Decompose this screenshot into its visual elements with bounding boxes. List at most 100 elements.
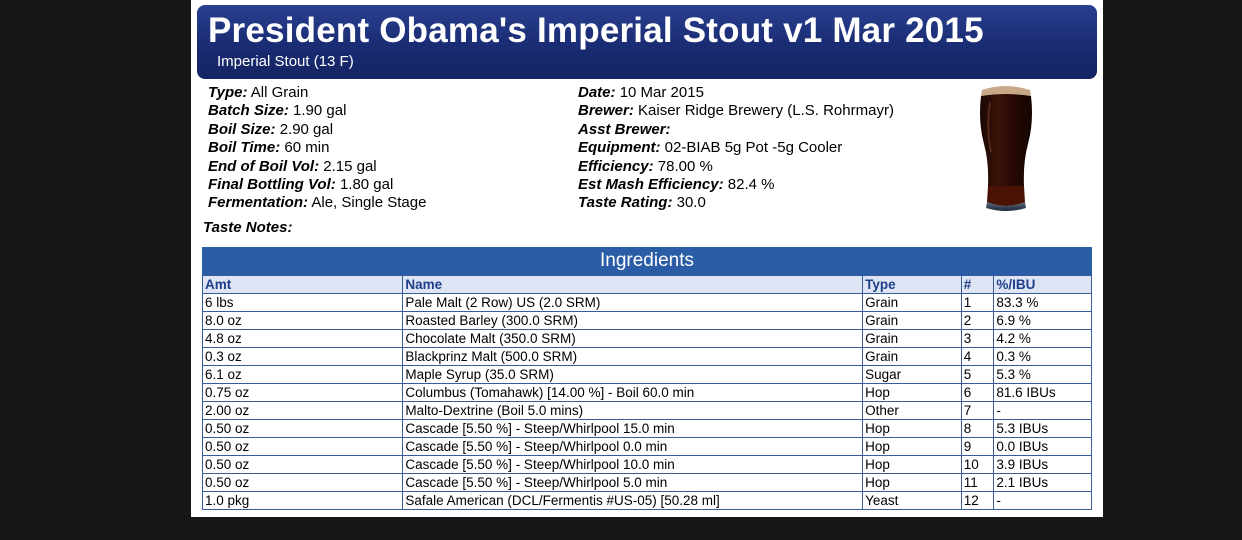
cell-amt: 0.50 oz [201, 473, 404, 492]
column-header-name: Name [402, 275, 864, 294]
cell-number: 1 [960, 293, 995, 312]
beer-glass-icon [980, 86, 1032, 211]
info-label: Date: [578, 84, 616, 101]
ingredients-title: Ingredients [202, 247, 1092, 275]
cell-amt: 0.50 oz [201, 419, 404, 438]
cell-type: Hop [862, 419, 962, 438]
table-row: 0.75 oz Columbus (Tomahawk) [14.00 %] - B… [201, 383, 1092, 402]
cell-type: Sugar [862, 365, 962, 384]
info-efficiency: Efficiency: 78.00 % [578, 158, 894, 176]
cell-type: Hop [862, 437, 962, 456]
cell-type: Hop [862, 473, 962, 492]
column-header-amt: Amt [201, 275, 404, 294]
info-label: Asst Brewer: [578, 120, 671, 138]
table-row: 0.50 oz Cascade [5.50 %] - Steep/Whirlpoo… [201, 455, 1092, 474]
info-label: Boil Time: [208, 139, 281, 157]
cell-name: Pale Malt (2 Row) US (2.0 SRM) [402, 293, 864, 312]
cell-name: Maple Syrup (35.0 SRM) [402, 365, 864, 384]
recipe-info-left: Type: All Grain Batch Size: 1.90 gal Boi… [208, 84, 426, 213]
info-label: Brewer: [578, 102, 634, 120]
info-boil-time: Boil Time: 60 min [208, 139, 426, 157]
info-value: 30.0 [676, 194, 706, 212]
cell-amt: 0.3 oz [201, 347, 404, 366]
recipe-header: President Obama's Imperial Stout v1 Mar … [197, 5, 1097, 79]
info-value: 78.00 % [657, 157, 713, 175]
column-header-number: # [960, 275, 995, 294]
table-row: 1.0 pkg Safale American (DCL/Fermentis #U… [201, 491, 1092, 510]
table-row: 6 lbs Pale Malt (2 Row) US (2.0 SRM) Grain… [201, 293, 1092, 312]
table-row: 0.50 oz Cascade [5.50 %] - Steep/Whirlpoo… [201, 437, 1092, 456]
cell-number: 2 [960, 311, 995, 330]
info-label: Type: [208, 84, 248, 101]
table-row: 0.50 oz Cascade [5.50 %] - Steep/Whirlpoo… [201, 473, 1092, 492]
cell-number: 9 [960, 437, 995, 456]
info-est-mash-efficiency: Est Mash Efficiency: 82.4 % [578, 176, 894, 194]
cell-amt: 0.50 oz [201, 455, 404, 474]
info-fermentation: Fermentation: Ale, Single Stage [208, 194, 426, 212]
cell-amt: 1.0 pkg [201, 491, 404, 510]
cell-ibu: 2.1 IBUs [993, 473, 1092, 492]
recipe-style: Imperial Stout (13 F) [217, 53, 354, 70]
cell-name: Safale American (DCL/Fermentis #US-05) [… [402, 491, 864, 510]
cell-type: Grain [862, 329, 962, 348]
table-header-row: Amt Name Type # %/IBU [201, 275, 1092, 294]
table-row: 4.8 oz Chocolate Malt (350.0 SRM) Grain 3 4.… [201, 329, 1092, 348]
cell-name: Cascade [5.50 %] - Steep/Whirlpool 5.0 m… [402, 473, 864, 492]
info-value: 60 min [284, 139, 330, 157]
cell-number: 11 [960, 473, 995, 492]
cell-name: Blackprinz Malt (500.0 SRM) [402, 347, 864, 366]
cell-name: Cascade [5.50 %] - Steep/Whirlpool 0.0 m… [402, 437, 864, 456]
cell-name: Roasted Barley (300.0 SRM) [402, 311, 864, 330]
cell-number: 6 [960, 383, 995, 402]
recipe-info-right: Date: 10 Mar 2015 Brewer: Kaiser Ridge B… [578, 84, 894, 213]
info-boil-size: Boil Size: 2.90 gal [208, 121, 426, 139]
table-row: 0.3 oz Blackprinz Malt (500.0 SRM) Grain 4 0… [201, 347, 1092, 366]
info-value: 2.15 gal [323, 157, 377, 175]
info-date: Date: 10 Mar 2015 [578, 84, 894, 102]
info-final-bottling-vol: Final Bottling Vol: 1.80 gal [208, 176, 426, 194]
info-end-of-boil-vol: End of Boil Vol: 2.15 gal [208, 158, 426, 176]
taste-notes-label: Taste Notes: [203, 219, 293, 236]
info-value: All Grain [250, 84, 309, 101]
cell-number: 3 [960, 329, 995, 348]
info-label: Est Mash Efficiency: [578, 176, 724, 194]
cell-number: 8 [960, 419, 995, 438]
cell-type: Grain [862, 311, 962, 330]
cell-ibu: 5.3 % [993, 365, 1092, 384]
info-value: 82.4 % [727, 176, 775, 194]
cell-type: Yeast [862, 491, 962, 510]
info-value: Kaiser Ridge Brewery (L.S. Rohrmayr) [638, 102, 894, 120]
info-asst-brewer: Asst Brewer: [578, 121, 894, 139]
info-value: 10 Mar 2015 [619, 84, 704, 101]
cell-name: Malto-Dextrine (Boil 5.0 mins) [402, 401, 864, 420]
info-label: Fermentation: [208, 194, 309, 212]
cell-ibu: 0.0 IBUs [993, 437, 1092, 456]
cell-amt: 6.1 oz [201, 365, 404, 384]
cell-name: Columbus (Tomahawk) [14.00 %] - Boil 60.… [402, 383, 864, 402]
cell-number: 10 [960, 455, 995, 474]
cell-type: Grain [862, 347, 962, 366]
info-label: Equipment: [578, 139, 661, 157]
cell-type: Grain [862, 293, 962, 312]
cell-amt: 4.8 oz [201, 329, 404, 348]
info-label: Batch Size: [208, 102, 289, 120]
cell-ibu: - [993, 401, 1092, 420]
cell-ibu: 4.2 % [993, 329, 1092, 348]
cell-amt: 6 lbs [201, 293, 404, 312]
info-equipment: Equipment: 02-BIAB 5g Pot -5g Cooler [578, 139, 894, 157]
info-taste-rating: Taste Rating: 30.0 [578, 194, 894, 212]
cell-amt: 0.50 oz [201, 437, 404, 456]
cell-amt: 8.0 oz [201, 311, 404, 330]
column-header-ibu: %/IBU [993, 275, 1092, 294]
info-value: 02-BIAB 5g Pot -5g Cooler [664, 139, 843, 157]
cell-name: Cascade [5.50 %] - Steep/Whirlpool 10.0 … [402, 455, 864, 474]
info-type: Type: All Grain [208, 84, 426, 102]
cell-number: 4 [960, 347, 995, 366]
cell-ibu: 0.3 % [993, 347, 1092, 366]
cell-ibu: 81.6 IBUs [993, 383, 1092, 402]
info-label: Boil Size: [208, 120, 276, 138]
ingredients-section: Ingredients Amt Name Type # %/IBU 6 lbs P… [201, 247, 1092, 510]
cell-type: Hop [862, 455, 962, 474]
table-row: 2.00 oz Malto-Dextrine (Boil 5.0 mins) Oth… [201, 401, 1092, 420]
table-row: 8.0 oz Roasted Barley (300.0 SRM) Grain 2 6.… [201, 311, 1092, 330]
